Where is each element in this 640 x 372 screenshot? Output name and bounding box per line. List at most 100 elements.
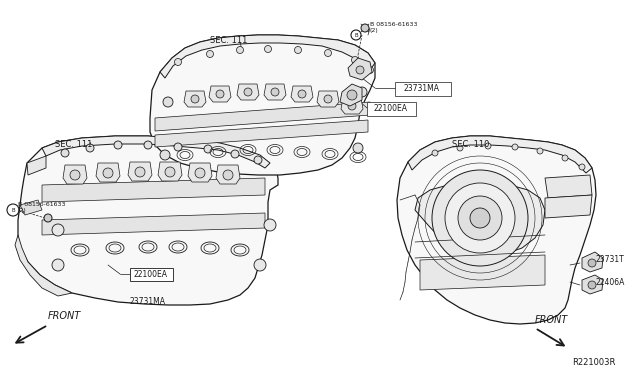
Circle shape bbox=[298, 90, 306, 98]
FancyBboxPatch shape bbox=[367, 102, 415, 115]
Polygon shape bbox=[184, 91, 206, 107]
Circle shape bbox=[244, 88, 252, 96]
Polygon shape bbox=[18, 136, 278, 305]
Polygon shape bbox=[348, 58, 372, 80]
Circle shape bbox=[254, 259, 266, 271]
Polygon shape bbox=[408, 136, 592, 173]
Circle shape bbox=[457, 145, 463, 151]
Circle shape bbox=[144, 141, 152, 149]
Polygon shape bbox=[42, 213, 265, 235]
Polygon shape bbox=[42, 136, 270, 168]
Circle shape bbox=[52, 224, 64, 236]
Polygon shape bbox=[582, 275, 603, 294]
Circle shape bbox=[264, 219, 276, 231]
Polygon shape bbox=[545, 195, 592, 218]
Text: R221003R: R221003R bbox=[572, 358, 616, 367]
Polygon shape bbox=[209, 86, 231, 102]
Polygon shape bbox=[150, 35, 375, 175]
Circle shape bbox=[271, 88, 279, 96]
Circle shape bbox=[231, 150, 239, 158]
Polygon shape bbox=[155, 120, 368, 147]
Circle shape bbox=[175, 58, 182, 65]
Circle shape bbox=[579, 164, 585, 170]
Circle shape bbox=[114, 141, 122, 149]
Polygon shape bbox=[42, 178, 265, 202]
Circle shape bbox=[356, 66, 364, 74]
Polygon shape bbox=[545, 175, 592, 198]
Circle shape bbox=[562, 155, 568, 161]
Circle shape bbox=[191, 95, 199, 103]
Polygon shape bbox=[20, 200, 42, 215]
Text: FRONT: FRONT bbox=[535, 315, 568, 325]
Text: SEC. 111: SEC. 111 bbox=[55, 140, 92, 149]
Text: B 08156-61633
(2): B 08156-61633 (2) bbox=[18, 202, 65, 213]
Polygon shape bbox=[158, 162, 182, 181]
Circle shape bbox=[237, 46, 243, 54]
Circle shape bbox=[353, 143, 363, 153]
Circle shape bbox=[207, 51, 214, 58]
Circle shape bbox=[103, 168, 113, 178]
Text: 22100EA: 22100EA bbox=[134, 270, 168, 279]
Polygon shape bbox=[96, 163, 120, 182]
Circle shape bbox=[165, 167, 175, 177]
Polygon shape bbox=[341, 98, 363, 114]
Circle shape bbox=[195, 168, 205, 178]
Circle shape bbox=[223, 170, 233, 180]
Text: 23731T: 23731T bbox=[595, 255, 624, 264]
Polygon shape bbox=[216, 165, 240, 184]
Text: 23731MA: 23731MA bbox=[130, 297, 166, 306]
Polygon shape bbox=[420, 255, 545, 290]
Circle shape bbox=[348, 102, 356, 110]
FancyBboxPatch shape bbox=[129, 267, 173, 280]
Circle shape bbox=[61, 149, 69, 157]
Circle shape bbox=[86, 144, 94, 152]
Polygon shape bbox=[582, 252, 603, 272]
Circle shape bbox=[44, 214, 52, 222]
Polygon shape bbox=[188, 163, 212, 182]
Circle shape bbox=[7, 204, 19, 216]
Circle shape bbox=[445, 183, 515, 253]
Text: 22406A: 22406A bbox=[595, 278, 625, 287]
Circle shape bbox=[174, 143, 182, 151]
Circle shape bbox=[537, 148, 543, 154]
Text: SEC. 110: SEC. 110 bbox=[452, 140, 490, 149]
Text: SEC. 111: SEC. 111 bbox=[210, 36, 248, 45]
FancyBboxPatch shape bbox=[394, 81, 451, 96]
Polygon shape bbox=[264, 84, 286, 100]
Circle shape bbox=[361, 24, 369, 32]
Circle shape bbox=[135, 167, 145, 177]
Circle shape bbox=[347, 90, 357, 100]
Circle shape bbox=[432, 150, 438, 156]
Circle shape bbox=[512, 144, 518, 150]
Circle shape bbox=[294, 46, 301, 54]
Circle shape bbox=[160, 150, 170, 160]
Circle shape bbox=[324, 95, 332, 103]
Polygon shape bbox=[317, 91, 339, 107]
Text: FRONT: FRONT bbox=[48, 311, 81, 321]
Polygon shape bbox=[128, 162, 152, 181]
Polygon shape bbox=[63, 165, 87, 184]
Circle shape bbox=[485, 143, 491, 149]
Text: B: B bbox=[354, 32, 358, 38]
Text: 23731MA: 23731MA bbox=[404, 84, 440, 93]
Polygon shape bbox=[237, 84, 259, 100]
Circle shape bbox=[264, 45, 271, 52]
Polygon shape bbox=[291, 86, 313, 102]
Polygon shape bbox=[155, 102, 370, 131]
Circle shape bbox=[351, 30, 361, 40]
Polygon shape bbox=[397, 136, 596, 324]
Circle shape bbox=[367, 67, 374, 74]
Circle shape bbox=[70, 170, 80, 180]
Circle shape bbox=[216, 90, 224, 98]
Circle shape bbox=[432, 170, 528, 266]
Circle shape bbox=[254, 156, 262, 164]
Polygon shape bbox=[340, 84, 362, 106]
Circle shape bbox=[588, 259, 596, 267]
Circle shape bbox=[324, 49, 332, 57]
Polygon shape bbox=[27, 156, 46, 175]
Circle shape bbox=[163, 97, 173, 107]
Circle shape bbox=[458, 196, 502, 240]
Circle shape bbox=[204, 145, 212, 153]
Polygon shape bbox=[15, 235, 72, 296]
Circle shape bbox=[588, 281, 596, 289]
